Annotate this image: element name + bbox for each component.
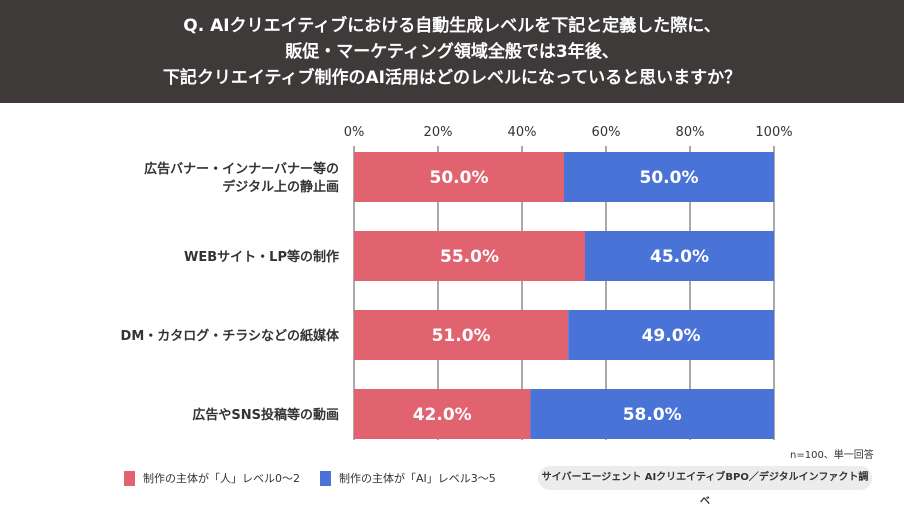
data-label: 42.0% <box>413 405 472 425</box>
question-header: Q. AIクリエイティブにおける自動生成レベルを下記と定義した際に、 販促・マー… <box>0 0 904 103</box>
legend-swatch-human <box>124 470 135 486</box>
x-tick-label: 40% <box>508 125 537 140</box>
question-line-1: Q. AIクリエイティブにおける自動生成レベルを下記と定義した際に、 <box>183 16 721 36</box>
x-tick-label: 0% <box>344 125 365 140</box>
legend-item-human: 制作の主体が「人」レベル0〜2 <box>124 470 300 486</box>
category-label: 広告バナー・インナーバナー等の <box>144 161 339 177</box>
bar-ai <box>568 310 774 360</box>
data-label: 49.0% <box>642 326 701 346</box>
x-tick-label: 80% <box>676 125 705 140</box>
bar-ai <box>530 389 774 439</box>
bar-human <box>354 310 569 360</box>
x-tick-label: 60% <box>592 125 621 140</box>
data-label: 50.0% <box>430 168 489 188</box>
legend-label-ai: 制作の主体が「AI」レベル3〜5 <box>339 472 496 485</box>
category-label: 広告やSNS投稿等の動画 <box>192 407 339 423</box>
bar-human <box>354 389 531 439</box>
x-tick-label: 20% <box>424 125 453 140</box>
source-badge: サイバーエージェント AIクリエイティブBPO／デジタルインファクト調べ <box>538 466 872 507</box>
question-line-3: 下記クリエイティブ制作のAI活用はどのレベルになっていると思いますか？ <box>162 68 742 88</box>
sample-note: n=100、単一回答 <box>790 450 874 461</box>
legend-label-human: 制作の主体が「人」レベル0〜2 <box>143 472 300 485</box>
data-label: 45.0% <box>650 247 709 267</box>
category-label: WEBサイト・LP等の制作 <box>184 249 339 265</box>
question-line-2: 販促・マーケティング領域全般では3年後、 <box>285 42 619 62</box>
legend-item-ai: 制作の主体が「AI」レベル3〜5 <box>320 470 496 486</box>
bar-human <box>354 152 564 202</box>
data-label: 58.0% <box>623 405 682 425</box>
legend-swatch-ai <box>320 470 331 486</box>
legend: 制作の主体が「人」レベル0〜2 制作の主体が「AI」レベル3〜5 <box>124 470 516 486</box>
bar-human <box>354 231 585 281</box>
category-label: DM・カタログ・チラシなどの紙媒体 <box>121 328 340 344</box>
bar-ai <box>585 231 774 281</box>
data-label: 51.0% <box>432 326 491 346</box>
bar-ai <box>564 152 774 202</box>
data-label: 50.0% <box>640 168 699 188</box>
data-label: 55.0% <box>440 247 499 267</box>
category-label: デジタル上の静止画 <box>222 179 339 195</box>
x-tick-label: 100% <box>755 125 792 140</box>
stacked-bar-chart: 0% 20% 40% 60% 80% 100% 50.0% 50.0% 広告バナー・インナーバナ… <box>121 125 793 440</box>
